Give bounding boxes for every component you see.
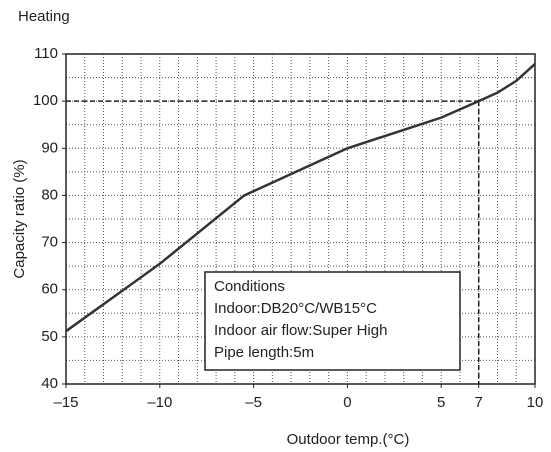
y-tick-label: 40	[41, 375, 58, 392]
x-axis-label: Outdoor temp.(°C)	[287, 431, 410, 448]
x-tick-label: 7	[475, 394, 483, 411]
y-tick-label: 60	[41, 281, 58, 298]
x-tick-label: 5	[437, 394, 445, 411]
annotation-text: Conditions	[214, 278, 285, 295]
y-tick-label: 90	[41, 139, 58, 156]
x-tick-label: 0	[343, 394, 351, 411]
y-tick-label: 70	[41, 234, 58, 251]
annotation-text: Indoor:DB20°C/WB15°C	[214, 300, 377, 317]
y-tick-label: 50	[41, 328, 58, 345]
plot-frame	[65, 53, 536, 385]
chart-title: Heating	[18, 8, 70, 25]
x-tick-label: –15	[53, 394, 78, 411]
line	[65, 62, 536, 333]
annotation-box	[204, 271, 461, 371]
annotation-text: Indoor air flow:Super High	[214, 322, 387, 339]
x-tick-label: –5	[245, 394, 262, 411]
y-tick-label: 110	[34, 45, 58, 62]
annotation-text: Pipe length:5m	[214, 344, 314, 361]
x-tick-label: –10	[147, 394, 172, 411]
y-tick-label: 100	[33, 92, 58, 109]
x-tick-label: 10	[527, 394, 544, 411]
y-tick-label: 80	[41, 186, 58, 203]
y-axis-label: Capacity ratio (%)	[11, 159, 28, 278]
